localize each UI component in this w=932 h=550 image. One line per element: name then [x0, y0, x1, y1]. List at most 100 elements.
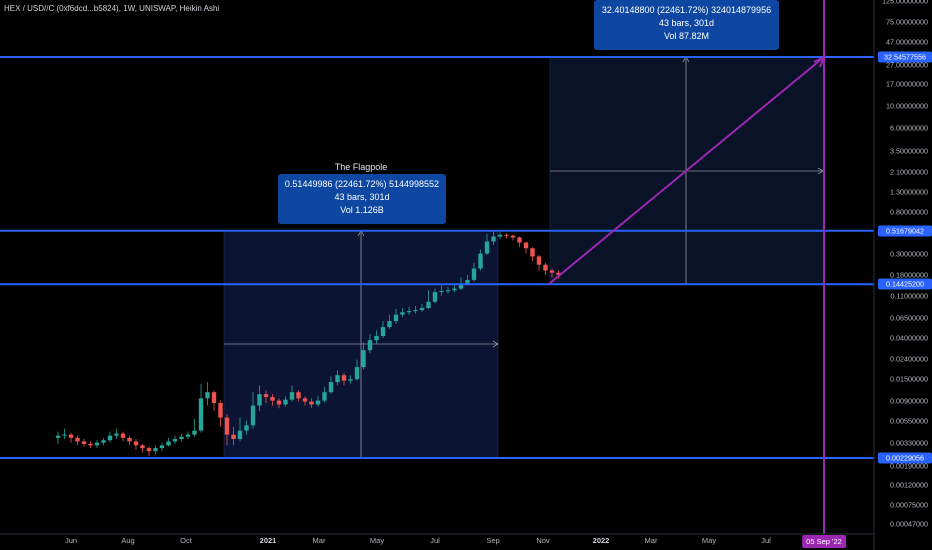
candle-body[interactable]: [426, 301, 431, 308]
candle-body[interactable]: [140, 445, 145, 449]
candle-body[interactable]: [62, 434, 67, 436]
time-tick-label: Jul: [761, 536, 771, 545]
candle-body[interactable]: [348, 379, 353, 381]
candle-body[interactable]: [484, 241, 490, 254]
arrow-head: [492, 340, 499, 348]
candle-body[interactable]: [465, 279, 470, 285]
candle-body[interactable]: [302, 398, 308, 402]
candle-body[interactable]: [471, 268, 477, 280]
candle-body[interactable]: [192, 430, 197, 435]
candle-body[interactable]: [127, 437, 132, 442]
candle-body[interactable]: [504, 234, 509, 236]
candle-body[interactable]: [419, 307, 425, 311]
candle-body[interactable]: [94, 442, 100, 446]
candle-body[interactable]: [530, 248, 535, 257]
price-level-badge: 0.51679042: [878, 225, 932, 237]
candle-body[interactable]: [250, 405, 256, 426]
candle-body[interactable]: [198, 398, 204, 431]
candle-body[interactable]: [374, 336, 379, 341]
candle-body[interactable]: [166, 441, 171, 446]
candle-body[interactable]: [523, 242, 529, 249]
candle-body[interactable]: [543, 264, 548, 271]
candle-body[interactable]: [354, 367, 360, 380]
candle-body[interactable]: [270, 397, 275, 401]
price-tick-label: 0.00190000: [890, 461, 928, 471]
candle-body[interactable]: [114, 433, 119, 436]
candle-body[interactable]: [283, 399, 288, 405]
candle-body[interactable]: [439, 290, 444, 292]
candle-body[interactable]: [497, 234, 503, 237]
time-tick-label: Mar: [644, 536, 658, 545]
candle-body[interactable]: [224, 417, 230, 435]
candles-group: [55, 231, 561, 457]
candle-body[interactable]: [361, 350, 366, 368]
candle-body[interactable]: [296, 392, 301, 399]
candle-body[interactable]: [413, 310, 418, 312]
candle-body[interactable]: [510, 235, 516, 238]
candle-body[interactable]: [387, 321, 392, 328]
price-level-badge: 0.14425200: [878, 278, 932, 290]
price-tick-label: 10.00000000: [886, 101, 928, 111]
candle-body[interactable]: [146, 448, 152, 452]
candle-body[interactable]: [406, 311, 412, 313]
candle-body[interactable]: [289, 392, 295, 400]
target-info-line2: 43 bars, 301d: [658, 18, 715, 28]
candle-body[interactable]: [263, 394, 269, 398]
candle-body[interactable]: [328, 382, 334, 393]
candle-body[interactable]: [341, 375, 347, 381]
candle-body[interactable]: [211, 392, 217, 404]
candle-body[interactable]: [218, 403, 223, 418]
candle-body[interactable]: [133, 441, 139, 446]
candle-body[interactable]: [179, 436, 184, 440]
candle-body[interactable]: [185, 434, 191, 437]
price-tick-label: 0.01500000: [890, 374, 928, 384]
chart-header-title: HEX / USD//C (0xf6dcd...b5824), 1W, UNIS…: [4, 4, 220, 13]
target-info-box[interactable]: 32.40148800 (22461.72%) 324014879956 43 …: [594, 0, 779, 50]
candle-body[interactable]: [107, 435, 113, 441]
target-info-line1: 32.40148800 (22461.72%) 324014879956: [601, 5, 772, 15]
candle-body[interactable]: [120, 433, 126, 438]
candle-body[interactable]: [335, 375, 340, 383]
price-tick-label: 0.80000000: [890, 207, 928, 217]
candle-body[interactable]: [445, 290, 451, 292]
candle-body[interactable]: [172, 439, 178, 442]
candle-body[interactable]: [491, 236, 496, 242]
candle-body[interactable]: [276, 400, 282, 405]
candle-body[interactable]: [458, 284, 464, 289]
candle-body[interactable]: [81, 441, 87, 444]
price-tick-label: 0.06500000: [890, 313, 928, 323]
candle-body[interactable]: [309, 401, 314, 405]
candle-body[interactable]: [257, 394, 262, 406]
candle-body[interactable]: [367, 340, 373, 351]
candle-body[interactable]: [517, 237, 522, 243]
candle-body[interactable]: [393, 314, 399, 322]
candle-body[interactable]: [380, 327, 386, 337]
candle-body[interactable]: [55, 435, 61, 438]
price-level-badge: 0.00229056: [878, 452, 932, 464]
candle-body[interactable]: [88, 443, 93, 446]
candle-body[interactable]: [75, 437, 80, 442]
candle-body[interactable]: [315, 400, 321, 405]
candle-body[interactable]: [322, 392, 327, 401]
candle-body[interactable]: [452, 288, 457, 291]
price-tick-label: 75.00000000: [886, 17, 928, 27]
candle-body[interactable]: [153, 448, 158, 452]
candle-body[interactable]: [478, 253, 483, 269]
candle-body[interactable]: [237, 430, 243, 440]
candle-body[interactable]: [231, 434, 236, 440]
candle-body[interactable]: [244, 425, 249, 431]
candle-body[interactable]: [101, 440, 106, 443]
candle-body[interactable]: [432, 291, 438, 302]
candle-body[interactable]: [400, 312, 405, 315]
candle-body[interactable]: [556, 272, 561, 275]
candle-body[interactable]: [536, 256, 542, 265]
candle-body[interactable]: [159, 445, 165, 449]
candle-body[interactable]: [549, 270, 555, 273]
flagpole-info-box[interactable]: 0.51449986 (22461.72%) 5144998552 43 bar…: [278, 174, 446, 224]
time-tick-label: 2021: [259, 536, 277, 545]
candle-body[interactable]: [68, 434, 74, 438]
projection-trend-line[interactable]: [548, 56, 825, 285]
candle-body[interactable]: [205, 392, 210, 399]
